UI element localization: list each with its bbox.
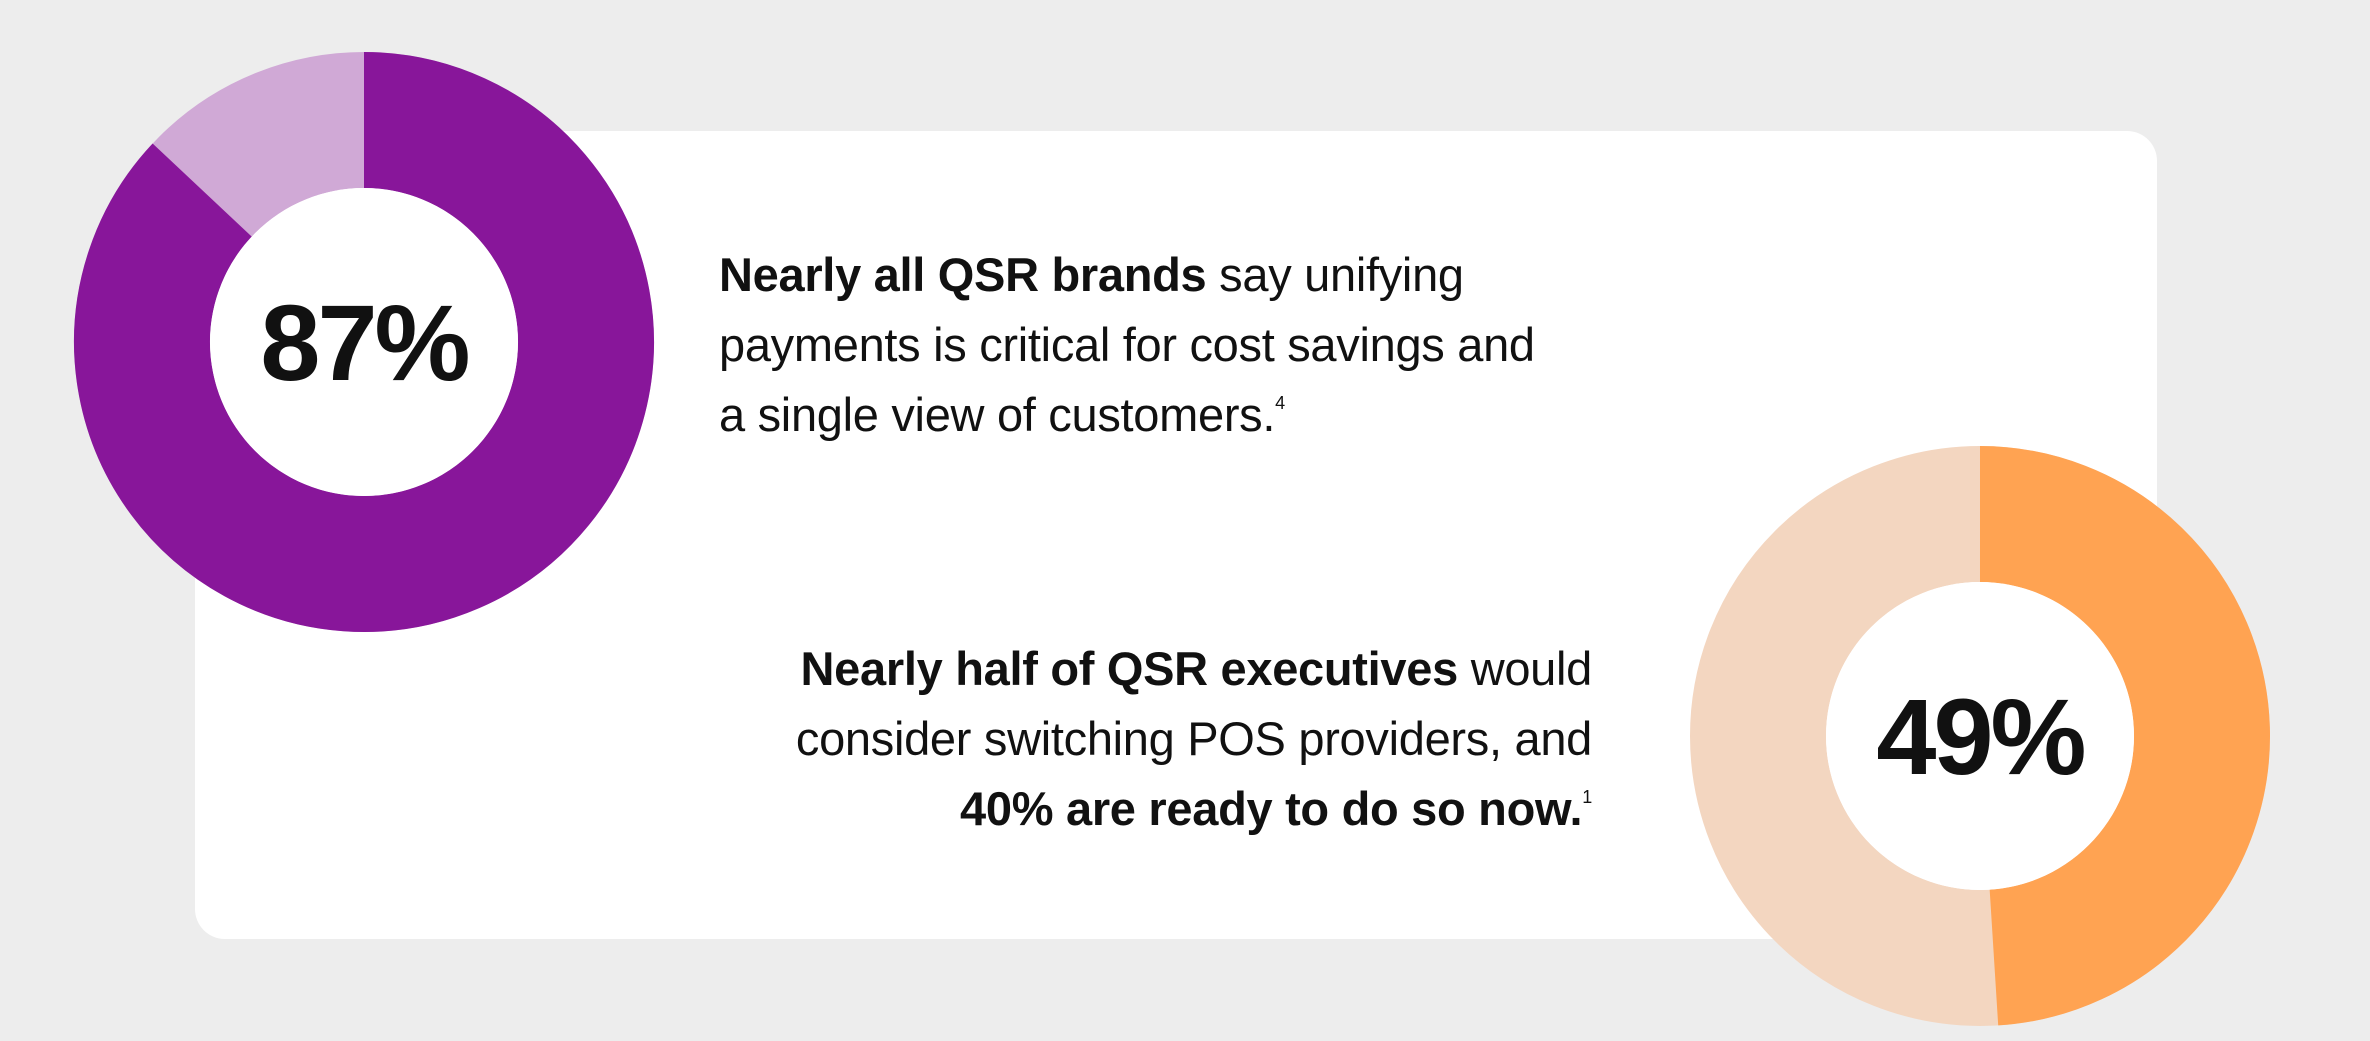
annotation-text: Nearly all QSR brands — [719, 248, 1207, 301]
annotation: Nearly all QSR brands say unifying payme… — [719, 240, 1549, 450]
donut-hole — [1826, 582, 2134, 890]
value-label: 49% — [1876, 676, 2084, 797]
annotation-text: Nearly half of QSR executives — [800, 642, 1459, 695]
donut-segment — [1978, 446, 2270, 1026]
annotation: Nearly half of QSR executives would cons… — [692, 634, 1592, 844]
footnote-ref: 4 — [1275, 393, 1285, 413]
donut-hole — [210, 188, 518, 496]
value-label: 87% — [260, 282, 468, 403]
footnote-ref: 1 — [1582, 787, 1592, 807]
annotation-text: say unifying payments is critical for co… — [719, 248, 1535, 441]
annotation-text: 40% are ready to do so now. — [960, 782, 1583, 835]
donut-segment — [74, 52, 654, 632]
annotation-text: would consider switching POS providers, … — [795, 642, 1592, 765]
